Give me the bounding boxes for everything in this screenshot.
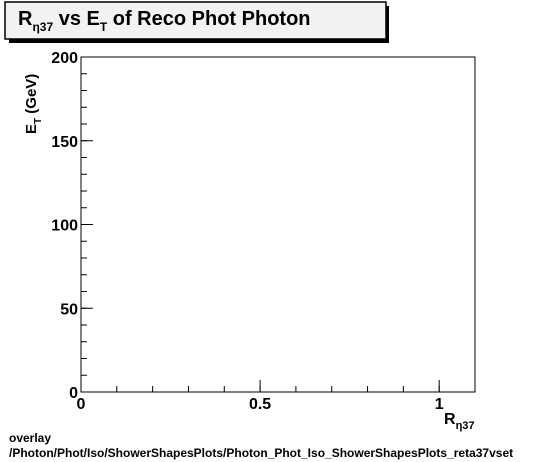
y-axis-label: ET (GeV) bbox=[23, 74, 44, 134]
x-tick-label: 1 bbox=[435, 396, 444, 413]
plot-frame bbox=[80, 56, 476, 393]
footer-path-label: /Photon/Phot/Iso/ShowerShapesPlots/Photo… bbox=[9, 446, 514, 460]
y-tick-label: 200 bbox=[51, 50, 78, 67]
title-box: Rη37 vs ET of Reco Phot Photon bbox=[4, 1, 389, 43]
x-tick-label: 0.5 bbox=[249, 396, 271, 413]
y-axis-ticks: 0 50 100 150 200 bbox=[51, 50, 93, 402]
y-tick-label: 0 bbox=[69, 385, 78, 402]
y-tick-label: 150 bbox=[51, 134, 78, 151]
y-tick-label: 100 bbox=[51, 218, 78, 235]
x-axis-label: Rη37 bbox=[444, 411, 475, 432]
footer-overlay-label: overlay bbox=[9, 431, 52, 445]
x-axis-ticks: 0 0.5 1 bbox=[77, 380, 444, 413]
y-tick-label: 50 bbox=[60, 301, 78, 318]
chart-title: Rη37 vs ET of Reco Phot Photon bbox=[18, 8, 311, 34]
x-tick-label: 0 bbox=[77, 396, 86, 413]
